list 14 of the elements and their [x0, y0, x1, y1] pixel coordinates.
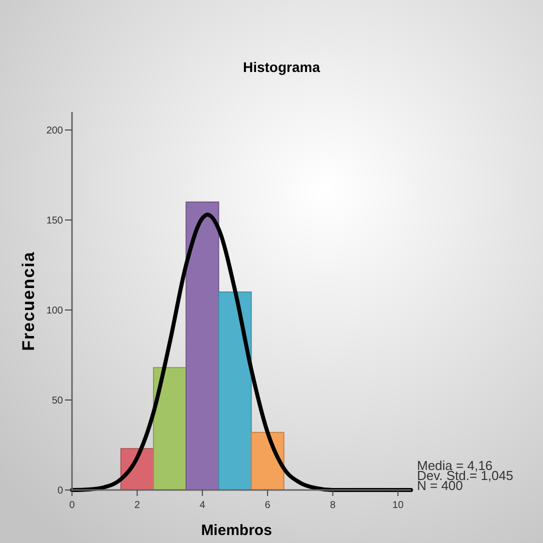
- y-tick-label: 150: [46, 216, 64, 226]
- x-tick-label: 6: [264, 500, 271, 511]
- x-axis-title: Miembros: [201, 522, 272, 539]
- x-tick-label: 0: [69, 500, 76, 511]
- x-tick-label: 10: [392, 500, 404, 511]
- y-tick-label: 0: [57, 486, 64, 496]
- x-tick-label: 2: [134, 500, 140, 511]
- y-tick-label: 100: [46, 306, 64, 316]
- y-axis-title: Frecuencia: [19, 251, 38, 351]
- x-tick-label: 8: [330, 500, 336, 511]
- y-tick-label: 200: [46, 126, 64, 136]
- chart-title: Histograma: [242, 59, 320, 75]
- y-tick-label: 50: [52, 396, 64, 406]
- x-tick-label: 4: [200, 500, 206, 511]
